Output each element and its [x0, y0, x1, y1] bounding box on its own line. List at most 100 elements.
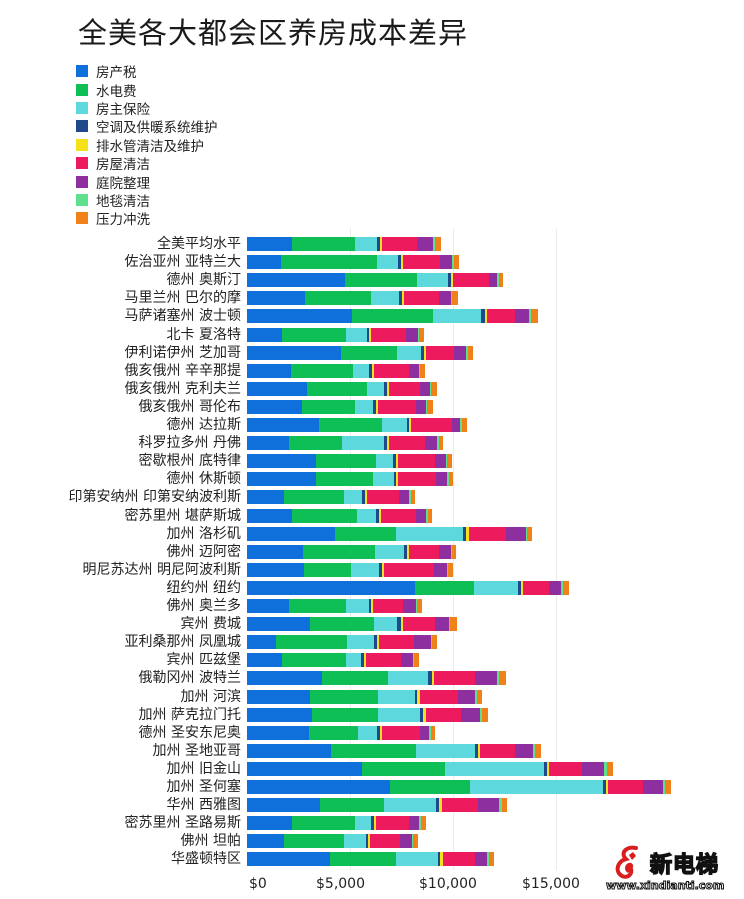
- bar-segment[interactable]: [357, 508, 376, 523]
- bar-segment[interactable]: [364, 653, 367, 668]
- bar-segment[interactable]: [518, 580, 522, 595]
- bar-segment[interactable]: [310, 689, 378, 704]
- bar-segment[interactable]: [247, 237, 292, 251]
- stacked-bar[interactable]: [247, 580, 570, 595]
- bar-segment[interactable]: [409, 418, 412, 432]
- bar-segment[interactable]: [371, 327, 407, 342]
- bar-segment[interactable]: [480, 309, 485, 324]
- bar-segment[interactable]: [368, 834, 371, 849]
- bar-segment[interactable]: [432, 635, 438, 650]
- bar-segment[interactable]: [426, 345, 455, 360]
- bar-segment[interactable]: [416, 743, 476, 758]
- bar-segment[interactable]: [247, 798, 320, 813]
- stacked-bar[interactable]: [247, 617, 458, 632]
- bar-segment[interactable]: [376, 816, 410, 831]
- bar-segment[interactable]: [383, 381, 388, 396]
- bar-segment[interactable]: [304, 562, 351, 577]
- bar-segment[interactable]: [462, 418, 468, 432]
- bar-segment[interactable]: [475, 743, 479, 758]
- bar-segment[interactable]: [371, 816, 375, 831]
- bar-segment[interactable]: [247, 761, 362, 776]
- bar-segment[interactable]: [438, 798, 443, 813]
- bar-segment[interactable]: [375, 454, 394, 469]
- bar-segment[interactable]: [434, 237, 441, 251]
- bar-segment[interactable]: [462, 526, 466, 541]
- bar-segment[interactable]: [421, 345, 425, 360]
- bar-segment[interactable]: [347, 635, 375, 650]
- bar-segment[interactable]: [366, 834, 369, 849]
- bar-segment[interactable]: [305, 291, 371, 306]
- bar-segment[interactable]: [406, 327, 419, 342]
- bar-segment[interactable]: [247, 653, 283, 668]
- bar-segment[interactable]: [549, 761, 583, 776]
- bar-segment[interactable]: [330, 852, 396, 867]
- bar-segment[interactable]: [382, 418, 408, 432]
- bar-segment[interactable]: [431, 671, 434, 686]
- bar-segment[interactable]: [247, 725, 309, 740]
- bar-segment[interactable]: [425, 436, 438, 451]
- bar-segment[interactable]: [409, 544, 440, 559]
- stacked-bar[interactable]: [247, 381, 438, 396]
- stacked-bar[interactable]: [247, 689, 483, 704]
- bar-segment[interactable]: [413, 834, 419, 849]
- stacked-bar[interactable]: [247, 327, 425, 342]
- bar-segment[interactable]: [387, 381, 390, 396]
- bar-segment[interactable]: [431, 381, 438, 396]
- bar-segment[interactable]: [247, 345, 341, 360]
- bar-segment[interactable]: [247, 472, 316, 487]
- stacked-bar[interactable]: [247, 472, 454, 487]
- bar-segment[interactable]: [375, 508, 380, 523]
- bar-segment[interactable]: [247, 291, 306, 306]
- bar-segment[interactable]: [247, 707, 313, 722]
- bar-segment[interactable]: [440, 255, 453, 270]
- bar-segment[interactable]: [448, 562, 454, 577]
- bar-segment[interactable]: [378, 689, 416, 704]
- bar-segment[interactable]: [302, 399, 355, 414]
- bar-segment[interactable]: [454, 255, 460, 270]
- bar-segment[interactable]: [352, 309, 433, 324]
- bar-segment[interactable]: [374, 635, 378, 650]
- stacked-bar[interactable]: [247, 237, 441, 251]
- bar-segment[interactable]: [366, 381, 384, 396]
- bar-segment[interactable]: [452, 418, 461, 432]
- bar-segment[interactable]: [389, 381, 420, 396]
- bar-segment[interactable]: [435, 454, 447, 469]
- stacked-bar[interactable]: [247, 671, 506, 686]
- bar-segment[interactable]: [606, 780, 609, 794]
- bar-segment[interactable]: [419, 327, 425, 342]
- bar-segment[interactable]: [437, 852, 440, 867]
- bar-segment[interactable]: [309, 725, 359, 740]
- stacked-bar[interactable]: [247, 490, 416, 505]
- bar-segment[interactable]: [663, 780, 666, 794]
- bar-segment[interactable]: [608, 780, 644, 794]
- bar-segment[interactable]: [535, 743, 542, 758]
- stacked-bar[interactable]: [247, 454, 453, 469]
- bar-segment[interactable]: [384, 562, 435, 577]
- bar-segment[interactable]: [643, 780, 664, 794]
- bar-segment[interactable]: [365, 490, 368, 505]
- bar-segment[interactable]: [396, 345, 422, 360]
- bar-segment[interactable]: [376, 255, 398, 270]
- bar-segment[interactable]: [414, 653, 420, 668]
- stacked-bar[interactable]: [247, 798, 508, 813]
- bar-segment[interactable]: [439, 436, 444, 451]
- bar-segment[interactable]: [421, 816, 427, 831]
- bar-segment[interactable]: [351, 562, 380, 577]
- bar-segment[interactable]: [373, 599, 404, 613]
- bar-segment[interactable]: [446, 454, 448, 469]
- bar-segment[interactable]: [289, 436, 342, 451]
- stacked-bar[interactable]: [247, 635, 438, 650]
- bar-segment[interactable]: [247, 526, 335, 541]
- bar-segment[interactable]: [380, 237, 383, 251]
- bar-segment[interactable]: [409, 490, 412, 505]
- bar-segment[interactable]: [382, 725, 420, 740]
- bar-segment[interactable]: [417, 273, 449, 288]
- bar-segment[interactable]: [247, 852, 331, 867]
- bar-segment[interactable]: [443, 852, 475, 867]
- stacked-bar[interactable]: [247, 544, 457, 559]
- bar-segment[interactable]: [423, 707, 427, 722]
- stacked-bar[interactable]: [247, 852, 494, 867]
- bar-segment[interactable]: [489, 273, 498, 288]
- bar-segment[interactable]: [488, 852, 494, 867]
- stacked-bar[interactable]: [247, 508, 433, 523]
